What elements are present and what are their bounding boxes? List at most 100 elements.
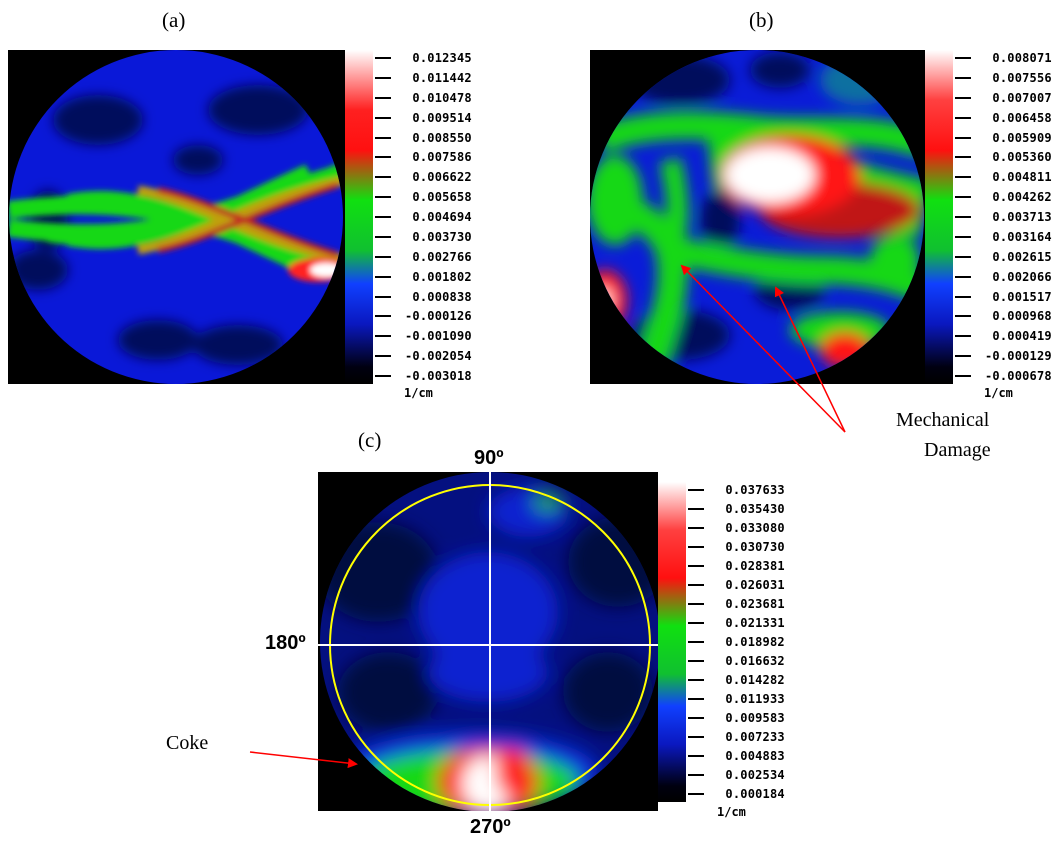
tick-mark	[688, 793, 704, 795]
tick-mark	[375, 116, 391, 119]
tick-label: 0.007233	[718, 730, 785, 744]
tick-mark	[688, 489, 704, 491]
colorbar-tick: 0.004883	[688, 748, 785, 764]
tick-mark	[375, 156, 391, 159]
tick-mark	[375, 216, 391, 218]
tick-label: 0.011442	[405, 70, 472, 85]
tick-mark	[688, 660, 704, 662]
colorbar-tick: 0.010478	[375, 90, 472, 106]
tick-label: 0.026031	[718, 578, 785, 592]
tick-label: -0.001090	[405, 329, 472, 344]
tick-mark	[375, 315, 391, 318]
colorbar-tick: 0.005658	[375, 189, 472, 205]
colorbar-tick: 0.001802	[375, 269, 472, 285]
tick-mark	[688, 546, 704, 548]
colorbar-tick: 0.000838	[375, 289, 472, 305]
colorbar-tick: 0.001517	[955, 289, 1052, 305]
tick-mark	[375, 275, 391, 278]
panel-b-colorbar-gradient	[925, 50, 953, 384]
panel-b-label: (b)	[749, 8, 774, 32]
tick-label: 0.007556	[985, 70, 1052, 85]
colorbar-tick: 0.005360	[955, 149, 1052, 165]
colorbar-tick: 0.000968	[955, 308, 1052, 324]
tick-mark	[375, 295, 391, 298]
colorbar-tick: 0.006458	[955, 110, 1052, 126]
colorbar-tick: 0.007007	[955, 90, 1052, 106]
colorbar-tick: -0.003018	[375, 368, 472, 384]
tick-label: 0.005658	[405, 190, 472, 205]
tick-label: 0.011933	[718, 692, 785, 706]
tick-mark	[955, 275, 971, 278]
tick-mark	[688, 679, 704, 681]
panel-a-colorbar: 0.012345 0.011442 0.010478 0.009514 0.00…	[345, 50, 475, 384]
tick-mark	[955, 335, 971, 338]
angle-90-label: 90º	[474, 447, 504, 469]
colorbar-tick: 0.002066	[955, 269, 1052, 285]
tick-mark	[955, 196, 971, 199]
tick-mark	[688, 736, 704, 738]
tick-label: 0.000838	[405, 289, 472, 304]
tick-mark	[688, 717, 704, 719]
tick-mark	[688, 527, 704, 529]
colorbar-tick: -0.000678	[955, 368, 1052, 384]
tick-label: 0.009583	[718, 711, 785, 725]
tick-label: -0.000678	[985, 369, 1052, 383]
tick-label: 0.021331	[718, 616, 785, 630]
tick-label: 0.004811	[985, 170, 1052, 185]
tick-mark	[375, 57, 391, 59]
colorbar-tick: 0.004811	[955, 169, 1052, 185]
colorbar-tick: -0.000126	[375, 308, 472, 324]
tick-label: 0.007586	[405, 150, 472, 165]
tick-label: 0.004694	[405, 210, 472, 224]
colorbar-tick: -0.001090	[375, 328, 472, 344]
tick-mark	[955, 176, 971, 179]
tick-label: 0.006622	[405, 170, 472, 185]
panel-b-unit: 1/cm	[984, 386, 1013, 400]
tick-label: 0.001802	[405, 269, 472, 284]
tick-label: 0.028381	[718, 559, 785, 573]
tick-label: 0.007007	[985, 90, 1052, 105]
colorbar-tick: 0.030730	[688, 539, 785, 555]
colorbar-tick: 0.004262	[955, 189, 1052, 205]
tick-label: 0.002534	[718, 768, 785, 782]
colorbar-tick: 0.012345	[375, 50, 472, 66]
tick-mark	[955, 116, 971, 119]
tick-label: 0.006458	[985, 110, 1052, 125]
mechanical-damage-arrow-2	[774, 286, 846, 433]
colorbar-tick: 0.004694	[375, 209, 472, 225]
tick-label: 0.002615	[985, 249, 1052, 264]
tick-label: 0.001517	[985, 289, 1052, 304]
tick-mark	[955, 136, 971, 139]
colorbar-tick: 0.011933	[688, 691, 785, 707]
tick-mark	[375, 176, 391, 179]
colorbar-tick: 0.003164	[955, 229, 1052, 245]
colorbar-tick: 0.018982	[688, 634, 785, 650]
panel-b-colorbar: 0.008071 0.007556 0.007007 0.006458 0.00…	[925, 50, 1055, 384]
tick-label: 0.000968	[985, 309, 1052, 324]
tick-mark	[375, 255, 391, 258]
tick-mark	[375, 355, 391, 358]
tick-mark	[955, 96, 971, 99]
angle-270-label: 270º	[470, 816, 511, 838]
tick-label: 0.014282	[718, 673, 785, 687]
panel-a-unit: 1/cm	[404, 386, 433, 400]
tick-mark	[688, 584, 704, 586]
tick-mark	[375, 136, 391, 139]
tick-label: 0.003730	[405, 229, 472, 244]
tick-mark	[375, 196, 391, 199]
tick-mark	[688, 698, 704, 700]
tick-label: 0.000419	[985, 329, 1052, 344]
panel-c-colorbar-gradient	[658, 482, 686, 802]
tick-mark	[955, 57, 971, 59]
colorbar-tick: 0.023681	[688, 596, 785, 612]
tick-mark	[375, 335, 391, 338]
tick-mark	[688, 774, 704, 776]
tick-label: 0.010478	[405, 90, 472, 105]
tick-label: -0.000126	[405, 309, 472, 324]
tick-label: 0.003164	[985, 229, 1052, 244]
tick-mark	[375, 375, 391, 377]
tick-mark	[688, 603, 704, 605]
colorbar-tick: 0.016632	[688, 653, 785, 669]
tick-mark	[955, 255, 971, 258]
